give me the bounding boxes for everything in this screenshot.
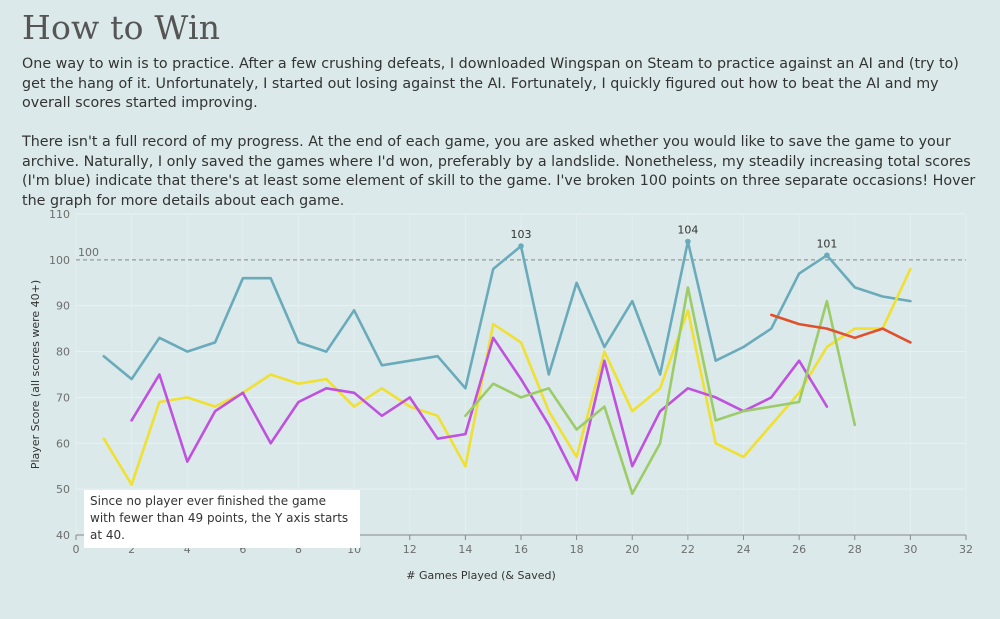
x-tick-label: 24 <box>737 543 751 556</box>
x-tick-label: 2 <box>128 543 135 556</box>
x-tick-label: 4 <box>184 543 191 556</box>
peak-annotations: 103 104 101 <box>511 224 837 259</box>
series-line-green-player[interactable] <box>464 286 857 496</box>
y-axis-note: Since no player ever finished the game w… <box>84 490 360 548</box>
x-tick-label: 16 <box>514 543 528 556</box>
reference-line-label: 100 <box>78 246 99 259</box>
series-line-red-player[interactable] <box>769 313 912 344</box>
peak-marker[interactable] <box>685 238 691 245</box>
x-tick-label: 18 <box>570 543 584 556</box>
x-tick-label: 20 <box>625 543 639 556</box>
peak-label: 103 <box>511 228 532 241</box>
x-tick-label: 22 <box>681 543 695 556</box>
x-tick-label: 26 <box>792 543 806 556</box>
peak-label: 104 <box>677 224 698 237</box>
x-tick-label: 30 <box>903 543 917 556</box>
y-tick-label: 90 <box>56 300 70 313</box>
series-group[interactable] <box>102 240 912 496</box>
intro-paragraph: One way to win is to practice. After a f… <box>22 56 959 111</box>
x-tick-label: 32 <box>959 543 973 556</box>
x-tick-label: 6 <box>239 543 246 556</box>
x-tick-label: 8 <box>295 543 302 556</box>
x-axis-title: # Games Played (& Saved) <box>406 569 556 582</box>
series-line-yellow-player[interactable] <box>102 267 912 486</box>
progress-paragraph: There isn't a full record of my progress… <box>22 134 976 209</box>
page-title: How to Win <box>22 8 221 47</box>
x-tick-label: 12 <box>403 543 417 556</box>
series-line-blue-player-me[interactable] <box>102 240 912 390</box>
y-tick-label: 70 <box>56 391 70 404</box>
y-tick-label: 80 <box>56 346 70 359</box>
y-tick-label: 60 <box>56 437 70 450</box>
y-axis-title: Player Score (all scores were 40+) <box>29 280 42 469</box>
y-tick-label: 50 <box>56 483 70 496</box>
peak-marker[interactable] <box>824 252 830 259</box>
x-tick-label: 14 <box>458 543 472 556</box>
reference-line-group: 100 <box>76 246 966 261</box>
y-tick-label: 40 <box>56 529 70 542</box>
peak-label: 101 <box>816 237 837 250</box>
x-tick-label: 0 <box>73 543 80 556</box>
y-tick-label: 100 <box>49 254 70 267</box>
series-line-purple-player[interactable] <box>130 336 829 482</box>
y-tick-label: 110 <box>49 208 70 221</box>
x-tick-label: 28 <box>848 543 862 556</box>
peak-marker[interactable] <box>518 243 524 249</box>
